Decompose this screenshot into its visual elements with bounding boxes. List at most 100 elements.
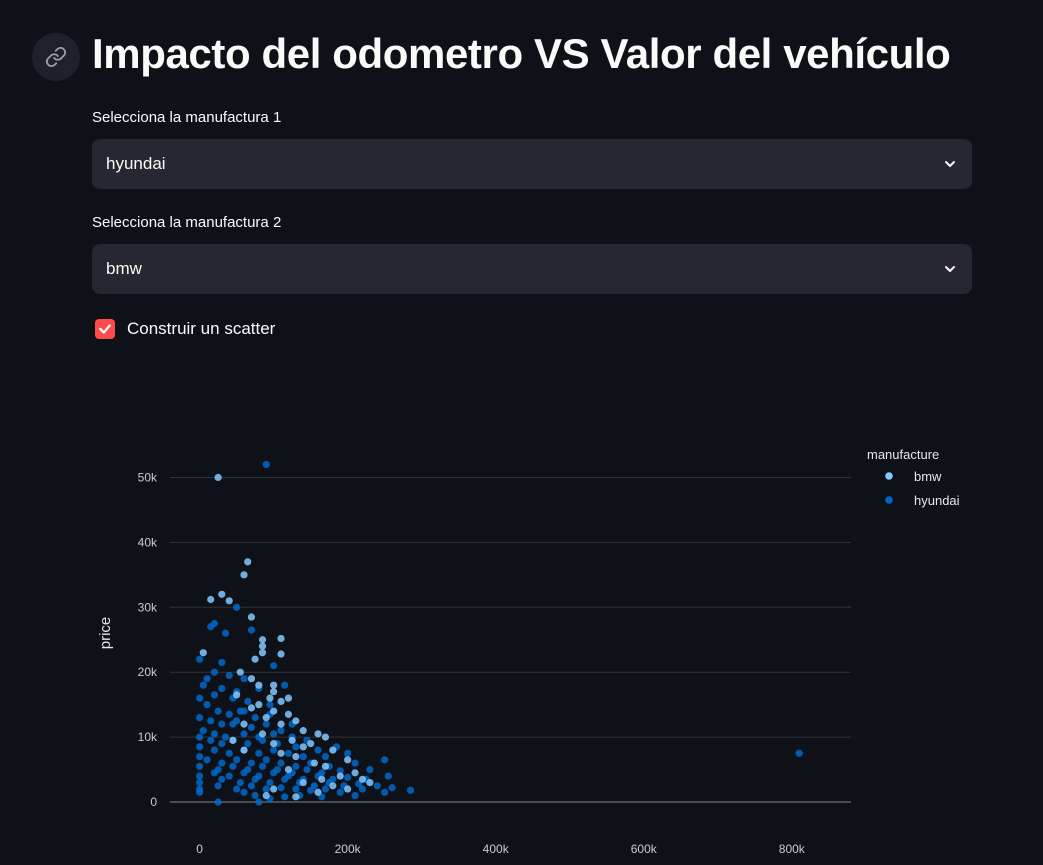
scatter-point-hyundai[interactable] [277, 727, 285, 735]
scatter-point-hyundai[interactable] [214, 707, 222, 715]
scatter-point-bmw[interactable] [329, 746, 337, 754]
scatter-point-hyundai[interactable] [292, 743, 300, 751]
scatter-point-hyundai[interactable] [292, 785, 300, 793]
scatter-point-bmw[interactable] [258, 649, 267, 657]
scatter-point-hyundai[interactable] [196, 714, 204, 722]
chart-legend[interactable]: manufacture bmw hyundai [867, 447, 960, 508]
scatter-point-bmw[interactable] [251, 655, 259, 663]
scatter-point-hyundai[interactable] [214, 782, 222, 790]
scatter-point-bmw[interactable] [218, 590, 226, 598]
scatter-point-hyundai[interactable] [388, 784, 396, 792]
scatter-point-hyundai[interactable] [262, 460, 270, 469]
scatter-point-hyundai[interactable] [225, 671, 233, 680]
scatter-point-hyundai[interactable] [270, 662, 278, 670]
scatter-point-bmw[interactable] [299, 778, 307, 787]
scatter-point-hyundai[interactable] [277, 784, 285, 792]
scatter-point-hyundai[interactable] [270, 769, 278, 777]
scatter-point-bmw[interactable] [299, 743, 307, 751]
scatter-point-hyundai[interactable] [281, 775, 289, 783]
scatter-point-hyundai[interactable] [292, 762, 300, 770]
scatter-point-hyundai[interactable] [225, 710, 233, 718]
scatter-point-bmw[interactable] [262, 791, 270, 800]
scatter-point-hyundai[interactable] [321, 752, 330, 761]
scatter-point-hyundai[interactable] [218, 658, 226, 667]
scatter-point-bmw[interactable] [284, 694, 293, 702]
scatter-point-hyundai[interactable] [229, 762, 237, 770]
scatter-point-hyundai[interactable] [244, 739, 252, 748]
scatter-point-hyundai[interactable] [284, 749, 293, 757]
scatter-point-bmw[interactable] [318, 775, 326, 783]
scatter-point-hyundai[interactable] [262, 756, 270, 764]
scatter-point-hyundai[interactable] [406, 786, 415, 794]
scatter-point-hyundai[interactable] [196, 743, 204, 751]
scatter-point-hyundai[interactable] [240, 675, 248, 683]
scatter-point-hyundai[interactable] [258, 762, 267, 770]
scatter-point-bmw[interactable] [299, 727, 307, 735]
scatter-point-bmw[interactable] [314, 730, 322, 738]
scatter-point-bmw[interactable] [292, 793, 300, 801]
scatter-point-hyundai[interactable] [266, 778, 274, 787]
scatter-point-bmw[interactable] [277, 634, 285, 643]
scatter-point-hyundai[interactable] [210, 769, 219, 777]
scatter-point-hyundai[interactable] [233, 785, 241, 793]
scatter-point-hyundai[interactable] [218, 775, 226, 783]
scatter-point-hyundai[interactable] [381, 788, 389, 796]
scatter-point-hyundai[interactable] [384, 772, 392, 780]
scatter-point-bmw[interactable] [247, 613, 256, 621]
legend-label-bmw[interactable]: bmw [914, 469, 942, 484]
scatter-point-hyundai[interactable] [210, 691, 219, 699]
scatter-point-hyundai[interactable] [321, 785, 330, 793]
scatter-point-bmw[interactable] [270, 739, 278, 748]
scatter-point-bmw[interactable] [240, 571, 248, 579]
scatter-point-bmw[interactable] [351, 769, 359, 777]
scatter-point-hyundai[interactable] [258, 736, 267, 744]
scatter-point-bmw[interactable] [321, 762, 330, 770]
scatter-point-hyundai[interactable] [229, 720, 237, 728]
scatter-point-bmw[interactable] [329, 782, 337, 790]
scatter-point-hyundai[interactable] [218, 720, 226, 728]
scatter-point-bmw[interactable] [255, 701, 263, 709]
scatter-point-hyundai[interactable] [381, 756, 389, 764]
scatter-point-bmw[interactable] [270, 681, 278, 689]
scatter-point-bmw[interactable] [262, 714, 270, 722]
scatter-point-bmw[interactable] [307, 739, 315, 748]
scatter-point-hyundai[interactable] [314, 746, 322, 754]
scatter-point-bmw[interactable] [277, 720, 285, 728]
scatter-point-bmw[interactable] [270, 688, 278, 696]
scatter-point-hyundai[interactable] [281, 793, 289, 801]
scatter-point-hyundai[interactable] [351, 791, 359, 800]
scatter-point-hyundai[interactable] [344, 773, 352, 781]
scatter-point-bmw[interactable] [277, 749, 285, 757]
scatter-point-hyundai[interactable] [214, 798, 222, 806]
scatter-point-hyundai[interactable] [255, 749, 263, 757]
scatter-point-bmw[interactable] [244, 558, 252, 566]
anchor-link-button[interactable] [32, 33, 80, 81]
scatter-point-hyundai[interactable] [266, 701, 274, 709]
scatter-point-bmw[interactable] [258, 636, 267, 644]
scatter-point-bmw[interactable] [207, 595, 215, 604]
scatter-point-bmw[interactable] [366, 778, 374, 787]
scatter-point-hyundai[interactable] [795, 749, 803, 757]
scatter-point-bmw[interactable] [288, 736, 296, 744]
scatter-point-bmw[interactable] [225, 597, 233, 605]
scatter-point-hyundai[interactable] [262, 720, 270, 728]
scatter-point-hyundai[interactable] [199, 681, 207, 689]
scatter-point-bmw[interactable] [258, 730, 267, 738]
scatter-point-bmw[interactable] [214, 473, 222, 482]
scatter-point-bmw[interactable] [277, 697, 285, 706]
scatter-point-hyundai[interactable] [240, 730, 248, 738]
scatter-point-bmw[interactable] [247, 704, 256, 712]
scatter-point-hyundai[interactable] [203, 675, 211, 683]
scatter-point-hyundai[interactable] [240, 788, 248, 796]
scatter-point-hyundai[interactable] [210, 746, 219, 754]
scatter-point-bmw[interactable] [321, 733, 330, 741]
scatter-point-hyundai[interactable] [236, 778, 244, 787]
scatter-point-hyundai[interactable] [240, 707, 248, 715]
scatter-point-hyundai[interactable] [270, 746, 278, 754]
scatter-point-bmw[interactable] [344, 785, 352, 793]
scatter-point-hyundai[interactable] [366, 765, 374, 774]
scatter-point-hyundai[interactable] [270, 730, 278, 738]
scatter-point-bmw[interactable] [358, 775, 367, 783]
scatter-point-hyundai[interactable] [196, 694, 204, 702]
